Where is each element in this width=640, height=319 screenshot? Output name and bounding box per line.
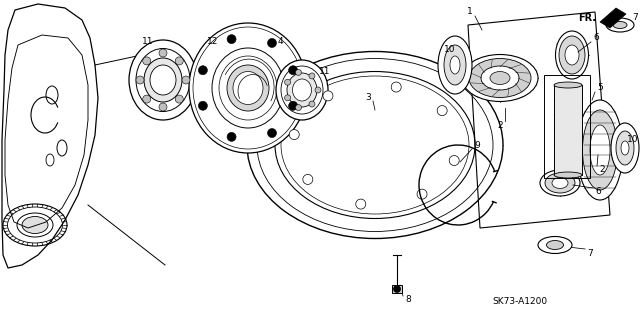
- Ellipse shape: [292, 79, 312, 101]
- Text: 12: 12: [207, 38, 219, 47]
- Ellipse shape: [189, 23, 307, 153]
- Ellipse shape: [613, 21, 627, 28]
- Text: 10: 10: [444, 46, 456, 55]
- Circle shape: [285, 95, 291, 101]
- Ellipse shape: [552, 177, 568, 189]
- Text: 7: 7: [632, 12, 638, 21]
- Circle shape: [159, 49, 167, 57]
- Circle shape: [143, 57, 151, 65]
- Text: 2: 2: [599, 166, 605, 174]
- Text: 6: 6: [593, 33, 599, 42]
- Ellipse shape: [129, 40, 197, 120]
- Circle shape: [143, 95, 151, 103]
- Ellipse shape: [469, 58, 531, 98]
- Circle shape: [309, 101, 315, 107]
- Ellipse shape: [438, 36, 472, 94]
- Circle shape: [391, 82, 401, 92]
- Ellipse shape: [538, 236, 572, 254]
- Ellipse shape: [621, 141, 629, 155]
- Text: 2: 2: [497, 121, 503, 130]
- Circle shape: [315, 87, 321, 93]
- Text: 7: 7: [587, 249, 593, 257]
- Ellipse shape: [554, 82, 582, 88]
- Ellipse shape: [582, 110, 618, 190]
- Circle shape: [289, 130, 300, 140]
- Circle shape: [289, 101, 298, 110]
- Text: SK73-A1200: SK73-A1200: [492, 298, 548, 307]
- Text: 11: 11: [319, 68, 331, 77]
- Text: 11: 11: [142, 38, 154, 47]
- Circle shape: [449, 156, 460, 166]
- Circle shape: [227, 132, 236, 141]
- Ellipse shape: [611, 123, 639, 173]
- Ellipse shape: [606, 18, 634, 32]
- Polygon shape: [2, 4, 98, 268]
- Ellipse shape: [556, 31, 589, 79]
- Circle shape: [175, 95, 183, 103]
- Ellipse shape: [22, 217, 48, 234]
- Ellipse shape: [444, 45, 466, 85]
- Ellipse shape: [450, 56, 460, 74]
- Text: 3: 3: [365, 93, 371, 101]
- Text: 6: 6: [595, 188, 601, 197]
- Ellipse shape: [462, 55, 538, 101]
- Circle shape: [437, 106, 447, 115]
- Text: 9: 9: [474, 140, 480, 150]
- Circle shape: [175, 57, 183, 65]
- Ellipse shape: [481, 66, 519, 90]
- Circle shape: [417, 189, 427, 199]
- Circle shape: [268, 39, 276, 48]
- Circle shape: [268, 129, 276, 137]
- Circle shape: [182, 76, 190, 84]
- Text: 4: 4: [277, 38, 283, 47]
- Ellipse shape: [545, 173, 575, 193]
- Ellipse shape: [247, 51, 503, 239]
- Ellipse shape: [540, 170, 580, 196]
- Ellipse shape: [150, 65, 176, 95]
- Ellipse shape: [233, 71, 263, 105]
- Text: FR.: FR.: [578, 13, 596, 23]
- Ellipse shape: [276, 60, 328, 120]
- Ellipse shape: [227, 65, 269, 111]
- Circle shape: [285, 79, 291, 85]
- Circle shape: [198, 101, 207, 110]
- Polygon shape: [392, 285, 402, 293]
- Polygon shape: [554, 85, 582, 175]
- Text: 5: 5: [597, 84, 603, 93]
- Ellipse shape: [287, 73, 317, 107]
- Circle shape: [394, 286, 401, 293]
- Circle shape: [356, 199, 366, 209]
- Ellipse shape: [590, 125, 610, 175]
- Circle shape: [303, 174, 313, 184]
- Text: 8: 8: [405, 295, 411, 305]
- Text: 1: 1: [467, 8, 473, 17]
- Ellipse shape: [547, 241, 563, 249]
- Circle shape: [296, 70, 301, 76]
- Circle shape: [159, 103, 167, 111]
- Text: 10: 10: [627, 136, 639, 145]
- Circle shape: [289, 66, 298, 75]
- Ellipse shape: [577, 100, 623, 200]
- Ellipse shape: [554, 172, 582, 178]
- Ellipse shape: [144, 58, 182, 102]
- Circle shape: [198, 66, 207, 75]
- Ellipse shape: [565, 45, 579, 65]
- Polygon shape: [600, 8, 626, 28]
- Ellipse shape: [490, 71, 510, 85]
- Circle shape: [136, 76, 144, 84]
- Circle shape: [309, 73, 315, 79]
- Circle shape: [227, 35, 236, 44]
- Circle shape: [323, 91, 333, 101]
- Ellipse shape: [616, 131, 634, 165]
- Circle shape: [296, 105, 301, 111]
- Ellipse shape: [559, 36, 585, 74]
